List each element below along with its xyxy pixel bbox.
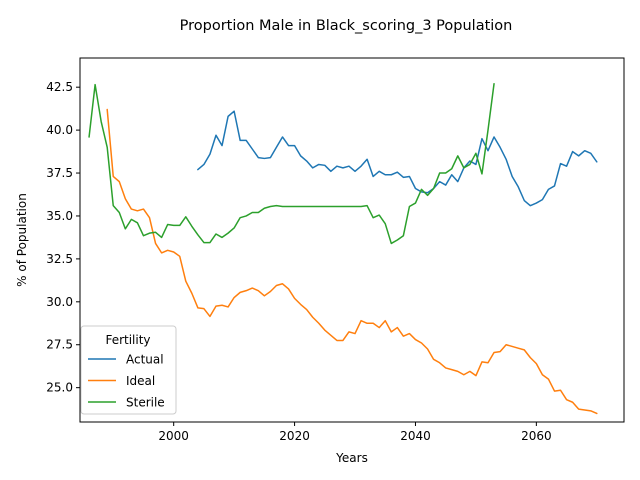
x-tick-label: 2020 xyxy=(279,429,310,443)
plot-area: 2000 2020 2040 2060 25.0 27.5 30.0 32.5 35.0 37.… xyxy=(46,57,625,443)
y-tick-label: 37.5 xyxy=(46,166,73,180)
series-line-actual xyxy=(197,110,598,207)
y-tick-label: 40.0 xyxy=(46,123,73,137)
series-line-ideal xyxy=(106,108,598,415)
legend-box xyxy=(80,325,177,415)
legend-label-actual: Actual xyxy=(126,353,164,367)
x-axis-ticks: 2000 2020 2040 2060 xyxy=(158,422,552,443)
series-layer xyxy=(88,83,598,415)
legend-label-ideal: Ideal xyxy=(126,374,155,388)
y-tick-label: 32.5 xyxy=(46,252,73,266)
x-tick-label: 2060 xyxy=(521,429,552,443)
legend: Fertility Actual Ideal Sterile xyxy=(80,325,177,415)
y-tick-label: 30.0 xyxy=(46,295,73,309)
x-tick-label: 2000 xyxy=(158,429,189,443)
x-axis-label: Years xyxy=(335,451,368,465)
legend-label-sterile: Sterile xyxy=(126,396,165,410)
legend-entries: Actual Ideal Sterile xyxy=(88,353,165,410)
y-tick-label: 27.5 xyxy=(46,338,73,352)
y-tick-label: 42.5 xyxy=(46,80,73,94)
y-tick-label: 35.0 xyxy=(46,209,73,223)
series-line-sterile xyxy=(88,83,495,245)
y-tick-label: 25.0 xyxy=(46,381,73,395)
legend-title: Fertility xyxy=(105,333,150,347)
x-tick-label: 2040 xyxy=(400,429,431,443)
axes-frame xyxy=(79,57,625,423)
chart-title: Proportion Male in Black_scoring_3 Popul… xyxy=(180,18,513,34)
y-axis-ticks: 25.0 27.5 30.0 32.5 35.0 37.5 40.0 42.5 xyxy=(46,80,80,395)
y-axis-label: % of Population xyxy=(15,193,29,287)
